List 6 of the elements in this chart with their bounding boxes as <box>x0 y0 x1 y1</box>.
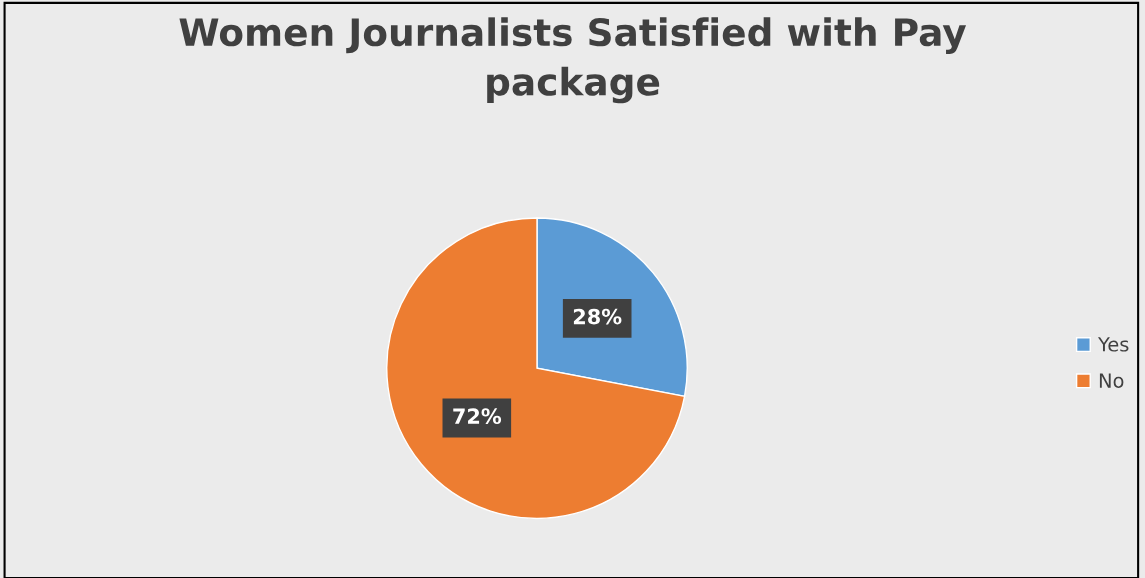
data-label: 28% <box>573 308 622 325</box>
chart-title: Women Journalists Satisfied with Pay package <box>179 17 967 104</box>
data-label: 72% <box>453 408 502 425</box>
legend-label: No <box>1099 373 1124 388</box>
legend-label: Yes <box>1097 337 1129 352</box>
pie-slice <box>386 217 686 520</box>
